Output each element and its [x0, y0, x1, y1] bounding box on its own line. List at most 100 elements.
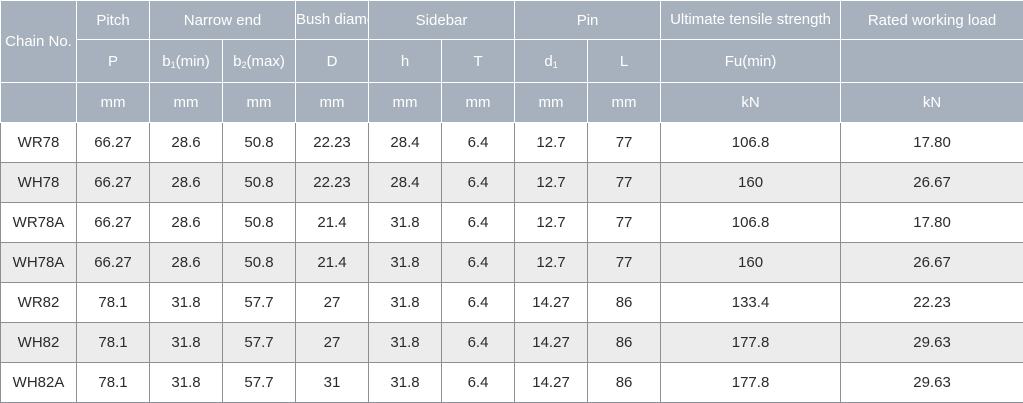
- unit-h: mm: [369, 83, 442, 123]
- cell-chain-no: WH82A: [1, 363, 77, 403]
- unit-fu: kN: [661, 83, 841, 123]
- header-pitch: Pitch: [77, 1, 150, 40]
- cell-bush-d: 27: [296, 323, 369, 363]
- cell-pin-l: 86: [588, 363, 661, 403]
- cell-pitch: 66.27: [77, 243, 150, 283]
- header-sidebar: Sidebar: [369, 1, 515, 40]
- cell-sidebar-h: 31.8: [369, 283, 442, 323]
- unit-d: mm: [296, 83, 369, 123]
- cell-rated-load: 29.63: [841, 323, 1023, 363]
- symbol-h: h: [369, 40, 442, 83]
- header-narrow-end: Narrow end: [150, 1, 296, 40]
- unit-chain-blank: [1, 83, 77, 123]
- cell-b2: 57.7: [223, 363, 296, 403]
- unit-l: mm: [588, 83, 661, 123]
- cell-rated-load: 17.80: [841, 123, 1023, 163]
- cell-rated-load: 22.23: [841, 283, 1023, 323]
- cell-sidebar-h: 28.4: [369, 123, 442, 163]
- cell-sidebar-t: 6.4: [442, 123, 515, 163]
- cell-rated-load: 29.63: [841, 363, 1023, 403]
- cell-chain-no: WH78A: [1, 243, 77, 283]
- cell-pin-d1: 14.27: [515, 363, 588, 403]
- cell-pin-l: 77: [588, 203, 661, 243]
- cell-sidebar-t: 6.4: [442, 363, 515, 403]
- cell-sidebar-t: 6.4: [442, 243, 515, 283]
- cell-chain-no: WR82: [1, 283, 77, 323]
- symbol-d1: d1: [515, 40, 588, 83]
- unit-b1: mm: [150, 83, 223, 123]
- cell-chain-no: WR78: [1, 123, 77, 163]
- cell-sidebar-h: 31.8: [369, 363, 442, 403]
- cell-sidebar-t: 6.4: [442, 203, 515, 243]
- cell-bush-d: 22.23: [296, 123, 369, 163]
- cell-pin-l: 86: [588, 283, 661, 323]
- unit-pitch: mm: [77, 83, 150, 123]
- cell-sidebar-h: 31.8: [369, 243, 442, 283]
- cell-bush-d: 21.4: [296, 203, 369, 243]
- cell-pin-d1: 12.7: [515, 203, 588, 243]
- cell-pin-l: 86: [588, 323, 661, 363]
- header-chain-no: Chain No.: [1, 1, 77, 83]
- symbol-p: P: [77, 40, 150, 83]
- cell-chain-no: WH82: [1, 323, 77, 363]
- cell-b1: 28.6: [150, 203, 223, 243]
- cell-pin-d1: 14.27: [515, 323, 588, 363]
- symbol-b2: b2(max): [223, 40, 296, 83]
- cell-b2: 57.7: [223, 283, 296, 323]
- cell-b2: 50.8: [223, 123, 296, 163]
- table-header: Chain No. Pitch Narrow end Bush diameter…: [1, 1, 1023, 123]
- cell-b2: 50.8: [223, 243, 296, 283]
- cell-pitch: 66.27: [77, 163, 150, 203]
- cell-b2: 50.8: [223, 163, 296, 203]
- symbol-rated-blank: [841, 40, 1023, 83]
- cell-pin-l: 77: [588, 163, 661, 203]
- cell-fu: 106.8: [661, 123, 841, 163]
- cell-sidebar-t: 6.4: [442, 163, 515, 203]
- cell-pin-d1: 14.27: [515, 283, 588, 323]
- cell-pitch: 66.27: [77, 203, 150, 243]
- cell-sidebar-t: 6.4: [442, 323, 515, 363]
- cell-b1: 31.8: [150, 323, 223, 363]
- cell-b1: 28.6: [150, 123, 223, 163]
- unit-rated: kN: [841, 83, 1023, 123]
- cell-b1: 28.6: [150, 163, 223, 203]
- cell-rated-load: 26.67: [841, 163, 1023, 203]
- unit-t: mm: [442, 83, 515, 123]
- symbol-d: D: [296, 40, 369, 83]
- header-ultimate-tensile-strength: Ultimate tensile strength: [661, 1, 841, 40]
- cell-fu: 133.4: [661, 283, 841, 323]
- cell-sidebar-t: 6.4: [442, 283, 515, 323]
- cell-rated-load: 17.80: [841, 203, 1023, 243]
- cell-b2: 57.7: [223, 323, 296, 363]
- cell-fu: 160: [661, 243, 841, 283]
- cell-chain-no: WR78A: [1, 203, 77, 243]
- cell-pin-d1: 12.7: [515, 123, 588, 163]
- cell-b2: 50.8: [223, 203, 296, 243]
- cell-pitch: 78.1: [77, 323, 150, 363]
- cell-bush-d: 27: [296, 283, 369, 323]
- cell-pin-l: 77: [588, 123, 661, 163]
- cell-b1: 31.8: [150, 283, 223, 323]
- cell-pin-d1: 12.7: [515, 163, 588, 203]
- header-pin: Pin: [515, 1, 661, 40]
- cell-pin-d1: 12.7: [515, 243, 588, 283]
- cell-pitch: 78.1: [77, 283, 150, 323]
- cell-fu: 160: [661, 163, 841, 203]
- header-rated-working-load: Rated working load: [841, 1, 1023, 40]
- cell-pin-l: 77: [588, 243, 661, 283]
- unit-d1: mm: [515, 83, 588, 123]
- symbol-b1: b1(min): [150, 40, 223, 83]
- cell-chain-no: WH78: [1, 163, 77, 203]
- cell-bush-d: 21.4: [296, 243, 369, 283]
- cell-fu: 177.8: [661, 323, 841, 363]
- cell-pitch: 78.1: [77, 363, 150, 403]
- cell-bush-d: 31: [296, 363, 369, 403]
